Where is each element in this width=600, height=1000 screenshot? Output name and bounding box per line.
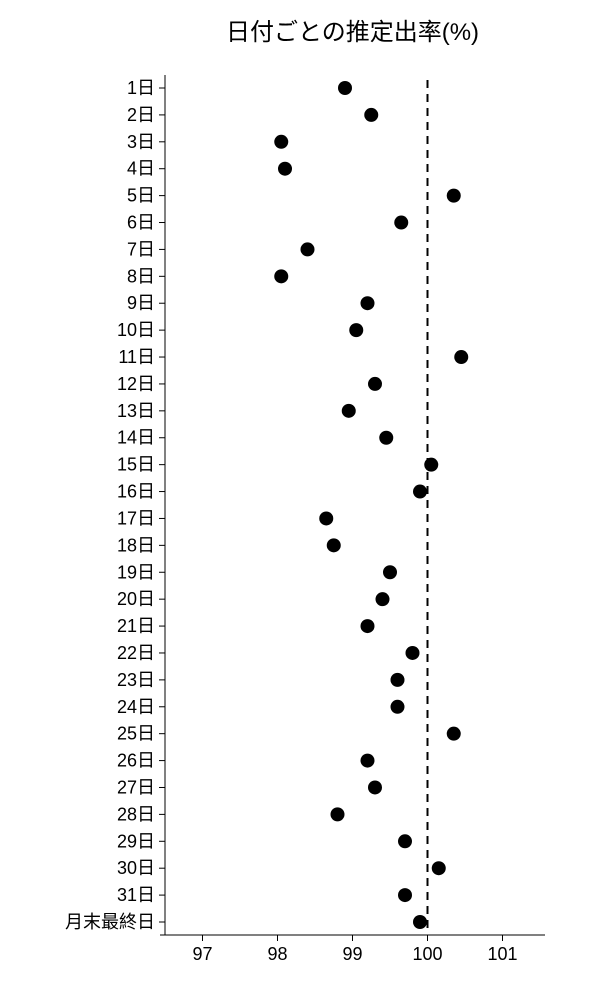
data-point [349,323,363,337]
data-point [278,162,292,176]
data-point [413,485,427,499]
y-label: 4日 [127,159,155,179]
y-label: 8日 [127,266,155,286]
data-point [274,135,288,149]
y-label: 3日 [127,132,155,152]
data-point [319,511,333,525]
y-label: 6日 [127,213,155,233]
data-point [342,404,356,418]
data-point [327,538,341,552]
data-point [331,807,345,821]
y-label: 28日 [117,804,155,824]
data-point [391,673,405,687]
x-label: 99 [342,944,362,964]
y-label: 19日 [117,562,155,582]
y-label: 30日 [117,858,155,878]
y-label: 2日 [127,105,155,125]
y-label: 23日 [117,670,155,690]
y-label: 17日 [117,508,155,528]
data-point [368,377,382,391]
y-label: 5日 [127,186,155,206]
x-label: 101 [487,944,517,964]
data-point [338,81,352,95]
data-point [391,700,405,714]
data-point [361,754,375,768]
y-label: 14日 [117,428,155,448]
data-point [432,861,446,875]
data-point [413,915,427,929]
data-point [447,189,461,203]
x-label: 98 [267,944,287,964]
y-label: 月末最終日 [65,912,155,932]
y-label: 9日 [127,293,155,313]
y-label: 16日 [117,482,155,502]
y-label: 7日 [127,239,155,259]
y-label: 18日 [117,535,155,555]
y-label: 21日 [117,616,155,636]
data-point [454,350,468,364]
y-label: 29日 [117,831,155,851]
data-point [398,834,412,848]
y-label: 13日 [117,401,155,421]
data-point [447,727,461,741]
y-label: 26日 [117,751,155,771]
data-point [383,565,397,579]
data-point [424,458,438,472]
y-label: 31日 [117,885,155,905]
y-label: 25日 [117,724,155,744]
y-label: 12日 [117,374,155,394]
y-label: 24日 [117,697,155,717]
data-point [274,269,288,283]
scatter-chart: 日付ごとの推定出率(%) 1日 2日 3日 4日 5日 6日 7日 8日 9日 10日 11日 12日 1… [0,0,600,1000]
y-label: 10日 [117,320,155,340]
y-label: 27日 [117,777,155,797]
data-point [376,592,390,606]
y-label: 1日 [127,78,155,98]
x-label: 97 [192,944,212,964]
data-point [368,780,382,794]
y-label: 22日 [117,643,155,663]
data-point [398,888,412,902]
x-label: 100 [412,944,442,964]
y-label: 11日 [118,347,155,367]
y-label: 15日 [117,455,155,475]
data-point [361,296,375,310]
data-point [379,431,393,445]
data-point [394,216,408,230]
data-point [361,619,375,633]
data-point [364,108,378,122]
chart-container: 日付ごとの推定出率(%) 1日 2日 3日 4日 5日 6日 7日 8日 9日 10日 11日 12日 1… [0,0,600,1000]
chart-title: 日付ごとの推定出率(%) [226,19,479,46]
data-point [301,242,315,256]
y-label: 20日 [117,589,155,609]
data-point [406,646,420,660]
